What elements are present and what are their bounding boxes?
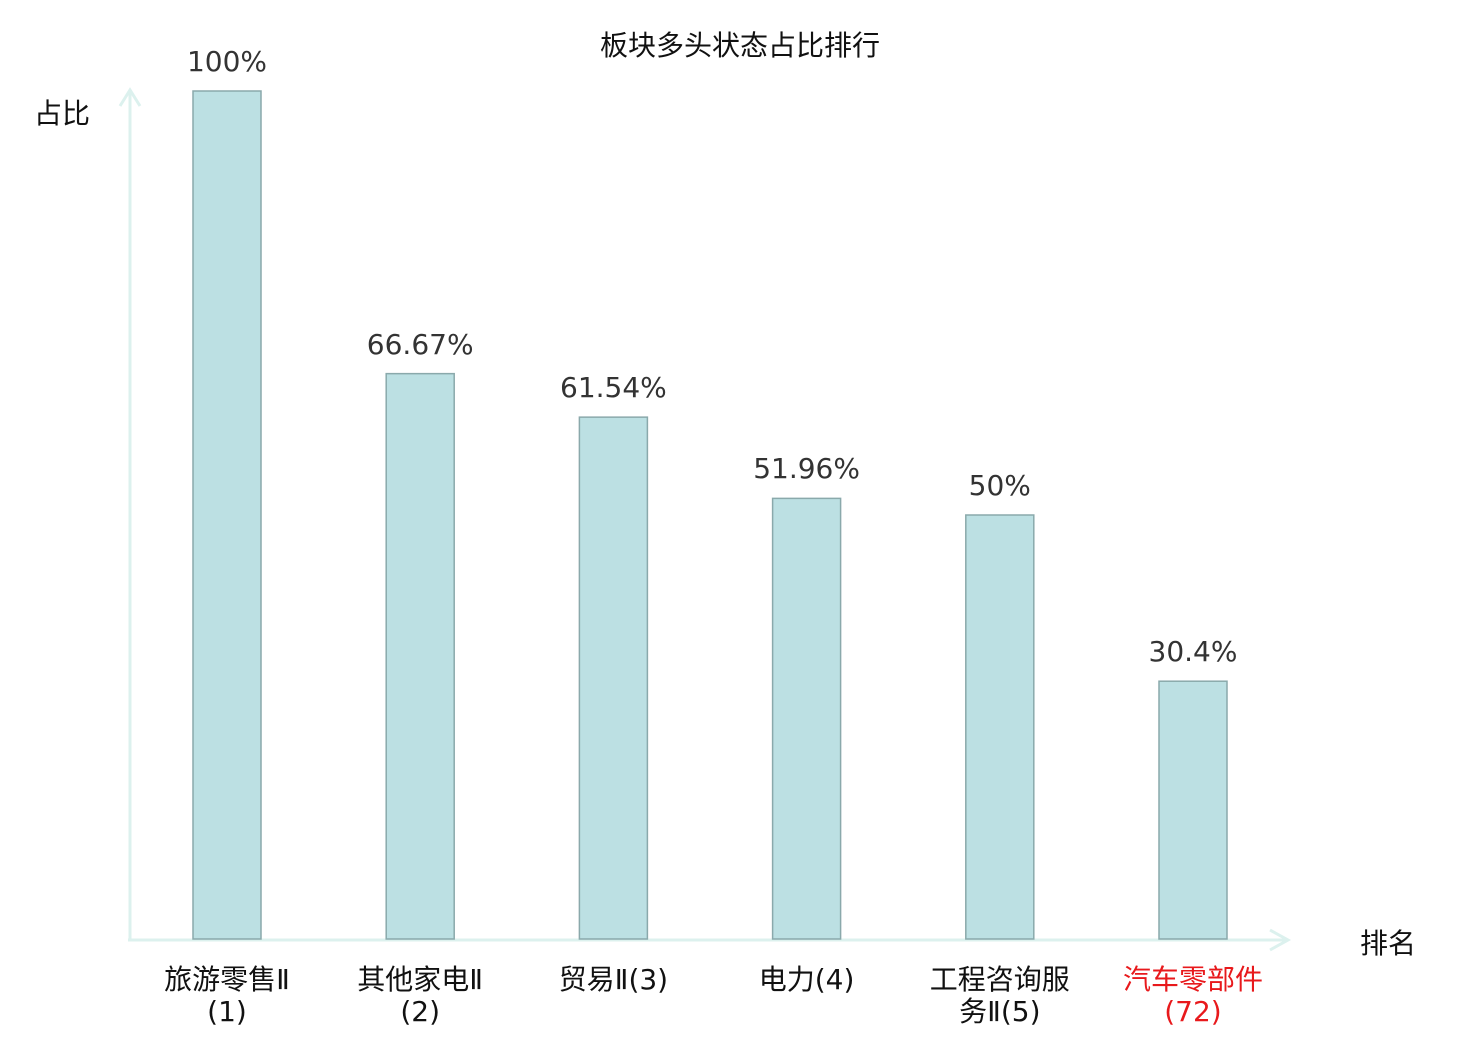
x-tick-label: 电力(4)	[758, 963, 855, 996]
bar	[965, 514, 1035, 940]
x-tick-label: 旅游零售Ⅱ(1)	[164, 963, 290, 1028]
data-label: 66.67%	[366, 327, 474, 361]
y-axis-label: 占比	[34, 97, 91, 130]
bar	[1158, 680, 1228, 940]
chart-title: 板块多头状态占比排行	[599, 29, 880, 62]
x-tick-label: 贸易Ⅱ(3)	[558, 963, 669, 996]
x-axis-label: 排名	[1360, 927, 1417, 960]
bars	[192, 90, 1228, 940]
data-label: 100%	[186, 45, 268, 78]
data-label: 30.4%	[1148, 635, 1238, 669]
x-tick-label: 工程咨询服务Ⅱ(5)	[929, 963, 1070, 1028]
axes	[118, 87, 1292, 952]
data-label: 51.96%	[753, 452, 860, 486]
bar	[771, 497, 842, 940]
data-label: 50%	[968, 469, 1031, 502]
bar	[385, 372, 455, 940]
x-tick-label: 汽车零部件(72)	[1123, 963, 1264, 1028]
x-axis-arrow-icon	[1269, 928, 1292, 952]
bar	[578, 416, 649, 940]
bar	[192, 90, 262, 940]
x-tick-label: 其他家电Ⅱ(2)	[357, 963, 484, 1028]
y-axis-arrow-icon	[118, 87, 142, 107]
data-label: 61.54%	[560, 371, 667, 405]
